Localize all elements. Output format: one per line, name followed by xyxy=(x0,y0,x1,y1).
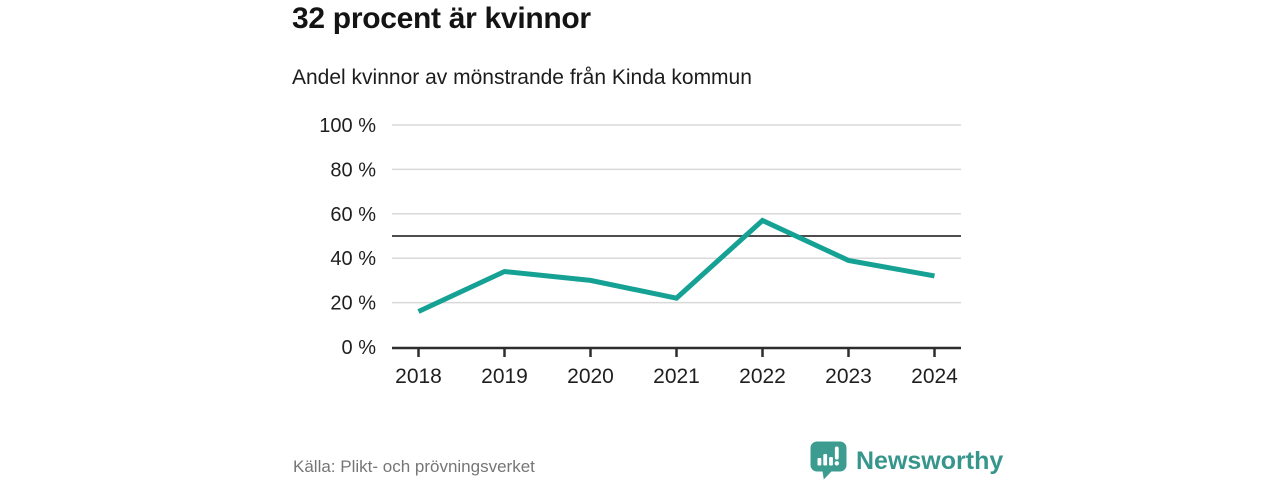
newsworthy-brand-text: Newsworthy xyxy=(856,446,1004,475)
page-title: 32 procent är kvinnor xyxy=(292,2,591,35)
x-tick-label: 2023 xyxy=(825,365,872,388)
x-tick-label: 2022 xyxy=(739,365,786,388)
y-axis-labels: 0 % 20 % 40 % 60 % 80 % 100 % xyxy=(319,115,376,359)
x-tick-label: 2020 xyxy=(567,365,614,388)
x-tick-label: 2018 xyxy=(395,365,442,388)
y-tick-label: 20 % xyxy=(330,293,376,315)
y-tick-label: 40 % xyxy=(330,248,376,270)
y-tick-label: 80 % xyxy=(330,159,376,181)
x-tick-label: 2019 xyxy=(481,365,528,388)
newsworthy-bubble-chart-icon xyxy=(810,441,847,480)
x-tick-label: 2024 xyxy=(911,365,958,388)
y-tick-label: 60 % xyxy=(330,204,376,226)
y-tick-label: 100 % xyxy=(319,115,376,137)
x-axis-ticks xyxy=(417,348,936,357)
page-subtitle: Andel kvinnor av mönstrande från Kinda k… xyxy=(292,66,752,89)
newsworthy-logo: Newsworthy xyxy=(810,441,1003,480)
x-tick-label: 2021 xyxy=(653,365,700,388)
data-line xyxy=(417,217,935,314)
x-axis-labels: 2018 2019 2020 2021 2022 2023 2024 xyxy=(395,365,958,388)
y-tick-label: 0 % xyxy=(342,337,377,359)
source-text: Källa: Plikt- och prövningsverket xyxy=(293,457,535,476)
gridlines xyxy=(392,124,961,304)
